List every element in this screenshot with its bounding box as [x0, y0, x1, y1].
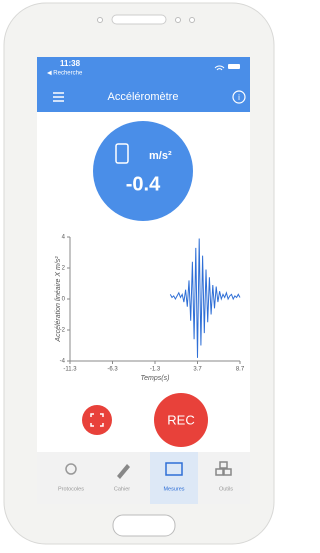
gauge-unit: m/s² [149, 150, 172, 162]
sensor [176, 18, 181, 23]
svg-text:i: i [238, 93, 240, 102]
record-button[interactable]: REC [154, 393, 208, 447]
home-button[interactable] [113, 515, 175, 536]
gauge-value: -0.4 [126, 173, 161, 195]
camera [190, 18, 195, 23]
gauge [93, 121, 193, 221]
battery [228, 64, 240, 69]
nav-active [150, 452, 198, 504]
y-tick-label: -4 [60, 359, 66, 365]
sensor [98, 18, 103, 23]
bottom-nav [37, 452, 250, 504]
y-axis-label: Accélération linéaire X m/s² [55, 256, 62, 343]
x-tick-label: -6.3 [107, 367, 118, 373]
page: {"status_bar":{"time":"11:38","back":"◀ … [0, 0, 279, 548]
time: 11:38 [60, 59, 81, 68]
speaker [112, 15, 166, 24]
fullscreen-button[interactable] [82, 405, 112, 435]
back-link[interactable]: ◀ Recherche [47, 71, 83, 77]
x-tick-label: 8.7 [236, 367, 245, 373]
x-tick-label: -1.3 [150, 367, 161, 373]
x-tick-label: 3.7 [193, 367, 202, 373]
x-tick-label: -11.3 [63, 367, 77, 373]
x-axis-label: Temps(s) [141, 375, 170, 382]
screen: 11:38 ◀ Recherche Accéléromètre i m/s² -… [0, 0, 279, 548]
nav-label[interactable]: Outils [219, 486, 233, 492]
nav-label[interactable]: Cahier [114, 486, 130, 492]
nav-label[interactable]: Protocoles [58, 486, 84, 492]
record-label: REC [167, 412, 194, 427]
nav-label[interactable]: Mesures [163, 486, 184, 492]
app-title: Accéléromètre [108, 91, 179, 103]
